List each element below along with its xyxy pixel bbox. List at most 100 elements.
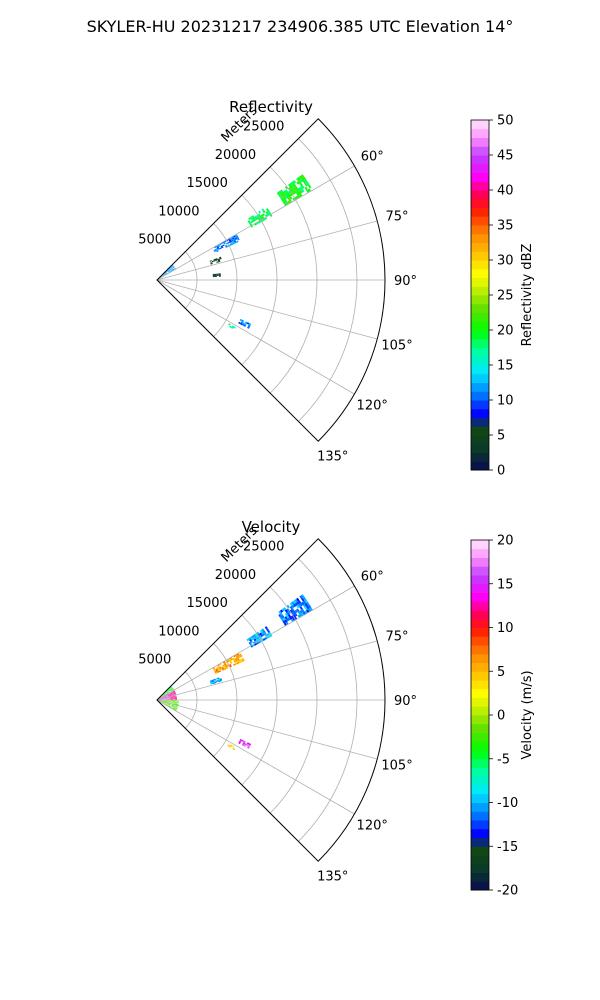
refl-range-tick-label: 10000 (158, 204, 199, 219)
refl-echo-cell (161, 275, 164, 277)
refl-echo-cell (299, 182, 303, 187)
vel-echo-cell (169, 706, 172, 708)
vel-echo-cell (170, 701, 173, 703)
vel-echo-cell (281, 618, 285, 622)
vel-echo-cell (163, 694, 166, 696)
vel-echo-cell (219, 668, 223, 671)
refl-colorbar-tick-label: 0 (497, 464, 505, 479)
vel-echo-cell (227, 744, 230, 747)
refl-echo-cell (231, 239, 234, 242)
vel-echo-cell (162, 702, 165, 704)
vel-echo-cell (306, 601, 310, 606)
refl-echo-cell (216, 246, 219, 249)
refl-echo-cell (248, 217, 251, 221)
refl-echo-cell (230, 238, 233, 241)
vel-echo-cell (266, 628, 269, 632)
refl-echo-cell (224, 244, 228, 247)
refl-echo-cell (281, 195, 285, 199)
vel-echo-cell (304, 603, 308, 607)
vel-echo-cell (170, 696, 173, 698)
vel-echo-cell (229, 660, 232, 663)
vel-echo-cell (175, 707, 178, 709)
vel-colorbar-tick-label: 20 (497, 534, 514, 549)
vel-echo-cell (160, 696, 162, 698)
vel-echo-cell (168, 703, 171, 705)
refl-echo-cell (171, 267, 173, 270)
refl-echo-cell (296, 188, 300, 193)
refl-echo-cell (237, 238, 240, 241)
vel-echo-cell (230, 658, 233, 661)
refl-echo-cell (278, 193, 282, 198)
vel-echo-cell (299, 609, 303, 614)
vel-echo-cell (170, 690, 173, 692)
vel-echo-cell (233, 663, 236, 666)
vel-colorbar-segment (471, 627, 489, 637)
vel-echo-cell (262, 630, 266, 634)
refl-colorbar-segment (471, 303, 489, 313)
vel-echo-cell (164, 702, 167, 704)
refl-colorbar-segment (471, 163, 489, 173)
vel-echo-cell (299, 606, 303, 610)
vel-echo-cell (171, 707, 174, 709)
vel-echo-cell (236, 661, 240, 665)
vel-echo-cell (224, 667, 227, 670)
refl-colorbar-tick-label: 5 (497, 429, 505, 444)
vel-colorbar-segment (471, 741, 489, 751)
refl-echo-cell (161, 274, 164, 277)
vel-echo-cell (267, 630, 271, 634)
vel-echo-cell (218, 670, 221, 673)
vel-echo-cell (235, 659, 238, 662)
vel-echo-cell (301, 597, 305, 602)
vel-echo-cell (165, 693, 168, 695)
vel-echo-cell (166, 695, 169, 697)
vel-echo-cell (228, 658, 231, 661)
refl-echo-cell (219, 243, 222, 246)
vel-echo-cell (216, 671, 220, 674)
vel-echo-cell (211, 680, 215, 683)
refl-echo-cell (214, 273, 217, 275)
refl-echo-cell (216, 261, 219, 263)
refl-echo-cell (210, 262, 213, 264)
vel-echo-cell (167, 692, 169, 694)
vel-echo-cell (176, 702, 179, 704)
refl-colorbar-segment (471, 190, 489, 200)
refl-echo-region (238, 318, 252, 329)
refl-echo-cell (253, 218, 257, 222)
refl-colorbar-segment (471, 198, 489, 208)
refl-echo-cell (214, 274, 217, 276)
vel-echo-cell (172, 694, 175, 696)
refl-echo-cell (213, 259, 216, 262)
vel-echo-cell (160, 697, 163, 699)
refl-echo-cell (289, 192, 293, 197)
vel-echo-cell (241, 739, 245, 743)
refl-echo-cell (292, 183, 297, 188)
vel-echo-cell (175, 706, 178, 708)
refl-echo-region (209, 256, 222, 265)
vel-echo-cell (173, 691, 176, 693)
vel-echo-cell (164, 691, 167, 694)
vel-echo-cell (162, 702, 165, 704)
vel-echo-cell (221, 667, 225, 670)
refl-echo-cell (304, 186, 308, 191)
refl-echo-cell (232, 237, 235, 240)
vel-echo-cell (225, 667, 229, 670)
vel-echo-cell (174, 704, 177, 706)
refl-echo-cell (234, 237, 238, 241)
vel-echo-cell (248, 641, 252, 645)
vel-echo-cell (229, 745, 232, 748)
vel-echo-cell (167, 705, 170, 707)
vel-echo-cell (215, 672, 218, 674)
vel-colorbar-segment (471, 881, 489, 891)
refl-echo-cell (255, 217, 259, 221)
refl-echo-cell (234, 234, 238, 237)
refl-echo-cell (229, 237, 233, 240)
vel-echo-cell (174, 693, 177, 695)
refl-echo-cell (209, 260, 212, 262)
refl-range-tick-label: 25000 (243, 120, 284, 135)
refl-echo-cell (165, 270, 168, 273)
vel-echo-cell (171, 706, 174, 708)
refl-echo-cell (289, 185, 293, 190)
vel-echo-cell (174, 709, 177, 711)
refl-colorbar-segment (471, 216, 489, 226)
vel-colorbar-segment (471, 583, 489, 593)
